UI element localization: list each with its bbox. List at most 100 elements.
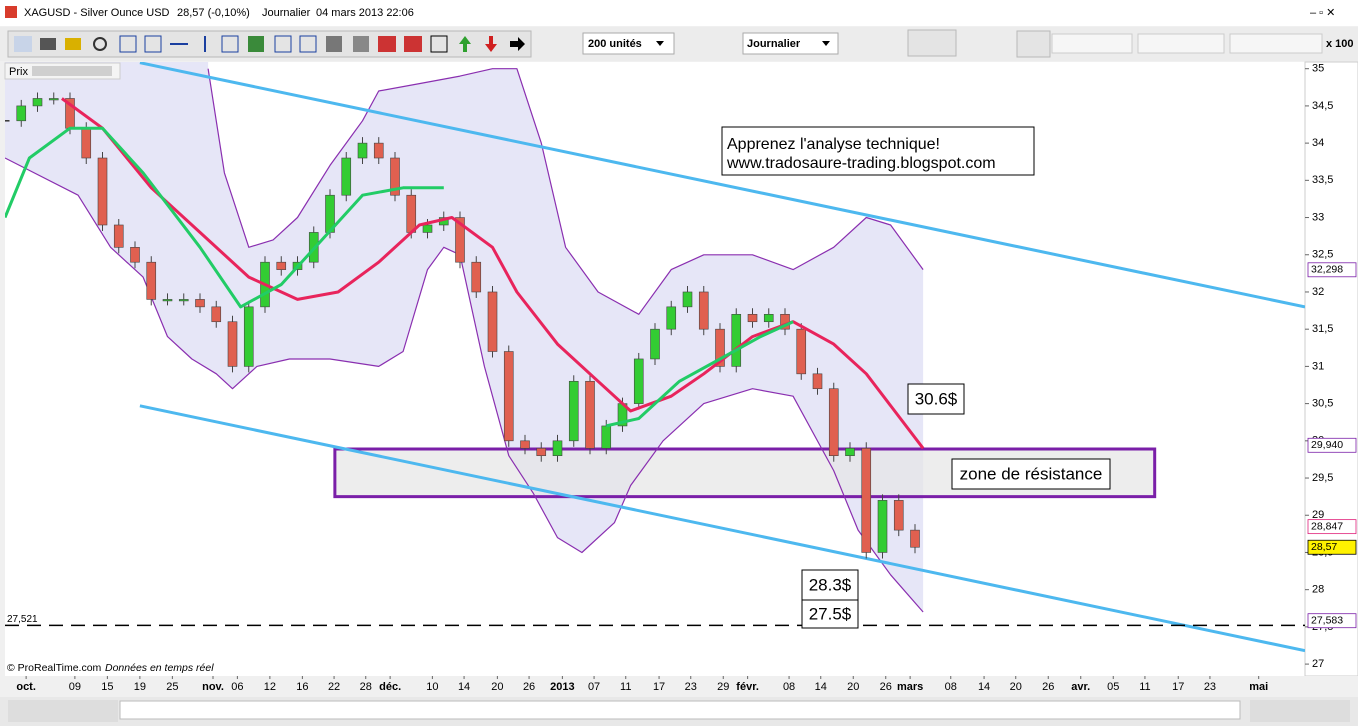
candle [211, 306, 222, 323]
candle [812, 373, 823, 390]
instrument: XAGUSD - Silver Ounce USD [24, 7, 170, 19]
candle [666, 306, 677, 330]
candle [747, 313, 758, 323]
x-tick-label: 20 [1010, 681, 1022, 693]
drawing-tools[interactable] [7, 30, 532, 58]
panel-icons[interactable] [32, 66, 112, 76]
y-tick-label: 32 [1312, 286, 1324, 298]
x-tick-label: 23 [685, 681, 697, 693]
title-bar [0, 0, 1358, 26]
scrollbar[interactable] [119, 700, 1241, 720]
candle [877, 500, 888, 553]
candle [162, 299, 173, 302]
x-tick-label: 19 [134, 681, 146, 693]
y-tick-label: 29,5 [1312, 472, 1333, 484]
upper-band [207, 68, 924, 315]
price-tag [1307, 262, 1357, 278]
window-controls[interactable]: – ▫ ✕ [1310, 7, 1335, 19]
x-tick-label: 14 [815, 681, 827, 693]
price-tag-label: 28,57 [1311, 541, 1337, 553]
field[interactable] [1051, 33, 1133, 54]
x-tick-label: 2013 [550, 681, 574, 693]
candle [113, 224, 124, 248]
candle [650, 328, 660, 360]
x-tick-label: févr. [736, 681, 759, 693]
candle [243, 306, 254, 367]
candle [861, 447, 872, 553]
x-tick-label: 25 [166, 681, 178, 693]
x-tick-label: 11 [620, 681, 631, 693]
datetime: 04 mars 2013 22:06 [316, 7, 414, 19]
candle [828, 388, 839, 457]
y-tick-label: 31,5 [1312, 323, 1333, 335]
x-tick-label: 16 [296, 681, 308, 693]
candle [520, 440, 530, 449]
slow-average [61, 97, 925, 450]
zoom-tools[interactable] [1250, 700, 1350, 722]
x-tick-label: 15 [101, 681, 113, 693]
field[interactable] [1137, 33, 1225, 54]
bottom-tools[interactable] [8, 700, 118, 722]
settings-button[interactable] [1016, 30, 1051, 58]
x-tick-label: 11 [1139, 681, 1150, 693]
panel-header[interactable] [4, 62, 121, 80]
x-tick-label: 26 [1042, 681, 1054, 693]
y-tick-label: 27 [1312, 658, 1324, 670]
price-tag-label: 29,940 [1311, 439, 1343, 451]
multiplier: x 100 [1326, 38, 1354, 50]
channel-line [139, 404, 1305, 653]
candle [357, 142, 368, 159]
x-tick-label: 10 [426, 681, 438, 693]
price-tag-label: 28,847 [1311, 520, 1343, 532]
x-tick-label: 22 [328, 681, 340, 693]
y-tick-label: 31 [1312, 360, 1324, 372]
candle [81, 127, 92, 159]
x-tick-label: 08 [945, 681, 957, 693]
price-tag-label: 27,583 [1311, 614, 1343, 626]
y-tick-label: 35 [1312, 63, 1324, 75]
indicators-button[interactable] [907, 29, 957, 57]
tool-icons[interactable] [14, 35, 525, 53]
x-tick-label: mars [897, 681, 923, 693]
candle [715, 328, 725, 367]
y-tick-label: 33,5 [1312, 174, 1333, 186]
candle [552, 440, 563, 457]
candle [698, 291, 709, 330]
candle [585, 380, 595, 449]
y-tick-label: 30,5 [1312, 398, 1333, 410]
candle [487, 291, 498, 352]
candle [682, 291, 693, 308]
y-tick-label: 33 [1312, 211, 1324, 223]
x-axis [0, 676, 1358, 697]
price-tag-label: 32,298 [1311, 264, 1343, 276]
y-tick-label: 34 [1312, 137, 1324, 149]
candle [568, 380, 579, 442]
candle [731, 313, 742, 367]
note: 30.6$ [915, 389, 958, 408]
candle [601, 425, 612, 449]
copyright: © ProRealTime.com [7, 662, 102, 674]
timeframe-dropdown[interactable] [742, 32, 839, 55]
note: Apprenez l'analyse technique! [727, 136, 940, 153]
note: 28.3$ [809, 575, 852, 594]
feed: Données en temps réel [105, 662, 214, 674]
quote: 28,57 (-0,10%) [177, 7, 250, 19]
x-tick-label: mai [1249, 681, 1268, 693]
y-tick-label: 29 [1312, 509, 1324, 521]
x-tick-label: 08 [783, 681, 795, 693]
candle [178, 299, 189, 302]
support-label: 27,521 [7, 614, 38, 625]
field[interactable] [1229, 33, 1323, 54]
annotations: Apprenez l'analyse technique! www.trados… [721, 126, 1111, 629]
candle [471, 261, 482, 293]
candle [32, 98, 43, 107]
x-tick-label: déc. [379, 681, 401, 693]
units-dropdown[interactable] [582, 32, 675, 55]
candle [796, 328, 807, 375]
candle [48, 98, 59, 101]
x-tick-label: 26 [880, 681, 892, 693]
x-tick-label: 26 [523, 681, 535, 693]
candle [130, 247, 140, 263]
candle [910, 529, 920, 548]
x-tick-label: 14 [458, 681, 470, 693]
